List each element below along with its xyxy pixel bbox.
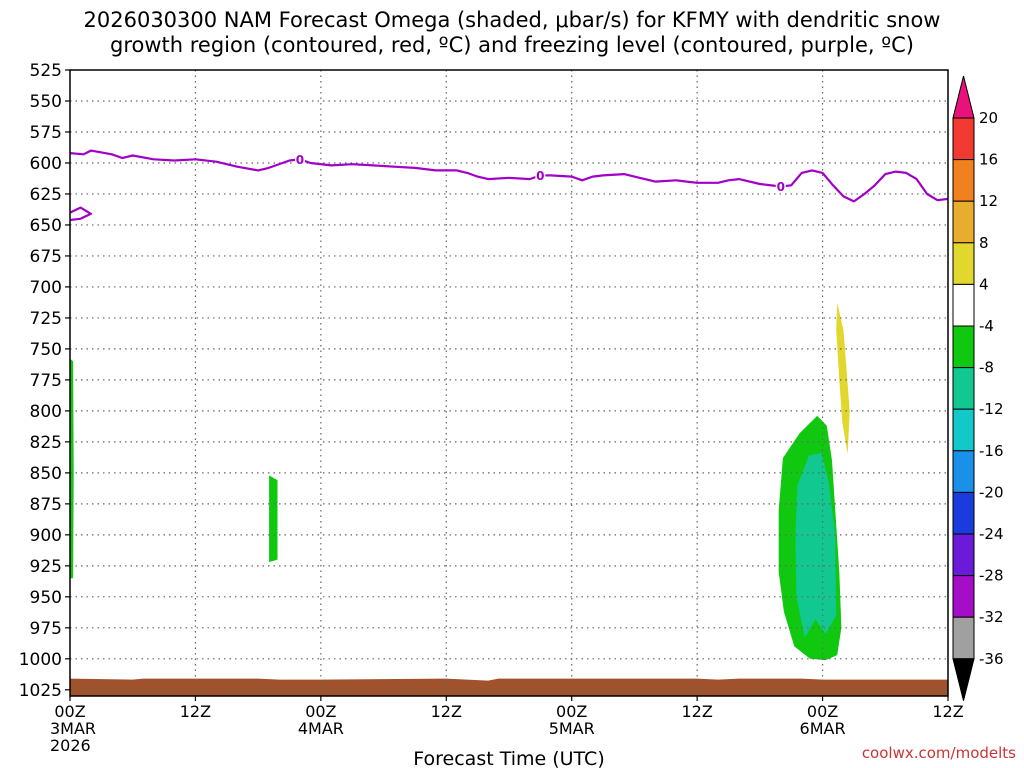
freezing-level-label: 0	[536, 169, 544, 183]
x-tick-label: 12Z	[431, 702, 462, 721]
colorbar-tick-label: 20	[979, 109, 998, 127]
grid-lines	[70, 70, 948, 696]
y-tick-label: 950	[30, 588, 62, 608]
y-tick-label: 975	[30, 619, 62, 639]
colorbar-bin-12-to-16	[952, 159, 975, 202]
omega-region-weak-ascent-19z	[269, 475, 278, 563]
colorbar-arrow-bottom	[952, 658, 975, 701]
omega-shading	[70, 303, 850, 661]
chart-title-line-2: growth region (contoured, red, ºC) and f…	[110, 33, 914, 57]
colorbar-bin--36-to--32	[952, 616, 975, 660]
y-tick-label: 550	[30, 92, 62, 112]
y-tick-label: 875	[30, 495, 62, 515]
surface-terrain	[70, 678, 948, 696]
y-tick-label: 825	[30, 433, 62, 453]
y-tick-label: 850	[30, 464, 62, 484]
plot-frame	[69, 69, 949, 697]
colorbar-tick-label: -36	[979, 650, 1004, 668]
colorbar-bin--20-to--16	[952, 450, 975, 493]
credit-text: coolwx.com/modelts	[862, 744, 1016, 762]
colorbar-bin-8-to-12	[952, 200, 975, 244]
colorbar-bin--16-to--12	[952, 408, 975, 452]
y-tick-label: 750	[30, 340, 62, 360]
y-tick-label: 775	[30, 371, 62, 391]
colorbar-tick-label: 4	[979, 275, 989, 293]
x-tick-label: 00Z	[556, 702, 587, 721]
surface-strip	[70, 678, 948, 696]
x-tick-label: 2026	[50, 736, 91, 755]
freezing-level-line	[69, 149, 949, 203]
y-tick-label: 725	[30, 309, 62, 329]
colorbar-tick-label: -20	[979, 483, 1004, 501]
colorbar-bin-4-to-8	[952, 242, 975, 285]
x-tick-label: 00Z	[305, 702, 336, 721]
colorbar-tick-label: -12	[979, 400, 1004, 418]
x-tick-label: 4MAR	[298, 719, 344, 738]
x-tick-label: 12Z	[681, 702, 712, 721]
y-tick-label: 575	[30, 123, 62, 143]
x-tick-label: 00Z	[54, 702, 85, 721]
y-tick-label: 625	[30, 185, 62, 205]
y-axis: 525 550 575 600 625 650 675 700 725 750 775 800 825 8…	[19, 61, 70, 701]
freezing-level-closed-contour	[69, 206, 92, 222]
y-tick-label: 925	[30, 557, 62, 577]
colorbar-bin--28-to--24	[952, 533, 975, 577]
x-tick-label: 5MAR	[549, 719, 595, 738]
omega-region-descent-6mar	[836, 303, 850, 455]
freezing-label-bg-0	[294, 152, 305, 166]
freezing-label-bg-1	[535, 168, 546, 182]
colorbar-bin--32-to--28	[952, 575, 975, 618]
colorbar-bin-16-to-20	[952, 117, 975, 161]
y-tick-label: 1000	[19, 650, 62, 670]
y-tick-label: 525	[30, 61, 62, 81]
y-tick-label: 700	[30, 278, 62, 298]
x-tick-label: 00Z	[807, 702, 838, 721]
x-tick-label: 6MAR	[800, 719, 846, 738]
freezing-level-label: 0	[777, 180, 785, 194]
colorbar-bin--24-to--20	[952, 491, 975, 535]
colorbar-tick-label: 16	[979, 151, 998, 169]
colorbar-bin--12-to--8	[952, 367, 975, 410]
y-tick-label: 675	[30, 247, 62, 267]
y-tick-label: 1025	[19, 681, 62, 701]
chart-title-line-1: 2026030300 NAM Forecast Omega (shaded, μ…	[83, 8, 941, 32]
omega-region-ascent-6mar-inner	[795, 453, 837, 638]
x-tick-label: 12Z	[932, 702, 963, 721]
colorbar-tick-label: -8	[979, 359, 994, 377]
x-tick-label: 3MAR	[50, 719, 96, 738]
colorbar-tick-label: -32	[979, 608, 1004, 626]
freezing-level-label: 0	[296, 153, 304, 167]
colorbar-tick-label: -24	[979, 525, 1004, 543]
x-axis-label: Forecast Time (UTC)	[413, 748, 604, 768]
freezing-label-bg-2	[775, 179, 786, 193]
plot-border	[69, 69, 949, 697]
y-tick-label: 600	[30, 154, 62, 174]
colorbar: 20 16 12 8 4 -4 -8 -12 -16 -20 -24 -28 -32 -36	[952, 75, 1004, 701]
y-tick-label: 650	[30, 216, 62, 236]
freezing-level-contours: 0 0 0	[69, 149, 949, 222]
colorbar-tick-label: -4	[979, 317, 994, 335]
y-tick-label: 900	[30, 526, 62, 546]
colorbar-tick-label: -16	[979, 442, 1004, 460]
colorbar-tick-label: 8	[979, 234, 989, 252]
colorbar-bin--4-to-4	[952, 283, 975, 327]
colorbar-bin--8-to--4	[952, 325, 975, 369]
colorbar-arrow-top	[952, 75, 975, 119]
x-tick-label: 12Z	[180, 702, 211, 721]
y-tick-label: 800	[30, 402, 62, 422]
colorbar-tick-label: -28	[979, 567, 1004, 585]
omega-region-weak-ascent-edge	[70, 358, 74, 579]
colorbar-tick-label: 12	[979, 192, 998, 210]
